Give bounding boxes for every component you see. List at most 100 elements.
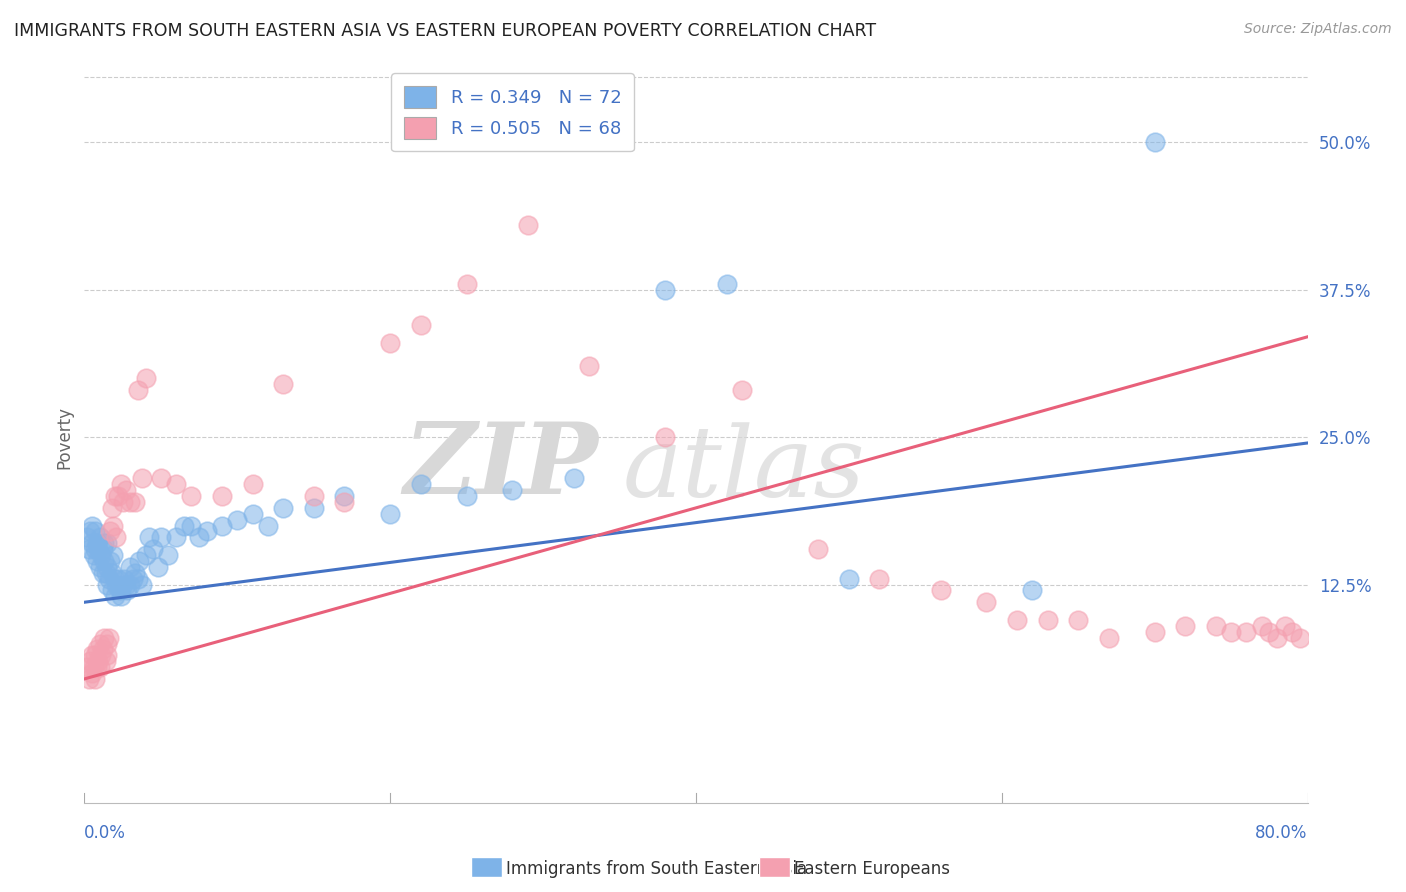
Text: Immigrants from South Eastern Asia: Immigrants from South Eastern Asia [506,860,807,878]
Point [101,583,124,598]
Point [105,530,128,544]
Point [114,483,136,498]
Point [124,495,146,509]
Point [76,530,98,544]
Point [1236,624,1258,639]
Point [226,513,249,527]
Point [180,518,202,533]
Point [94,654,117,668]
Point [1005,613,1028,627]
Point [976,595,998,609]
Point [86,554,108,568]
Point [107,572,129,586]
Point [124,566,146,580]
Point [131,471,153,485]
Point [87,654,110,668]
Point [79,524,101,539]
Text: Eastern Europeans: Eastern Europeans [794,860,950,878]
Text: atlas: atlas [623,422,865,517]
Point [807,542,830,557]
Point [89,559,111,574]
Point [165,477,187,491]
Point [142,542,165,557]
Point [103,548,125,562]
Text: 0.0%: 0.0% [84,824,127,842]
Legend: R = 0.349   N = 72, R = 0.505   N = 68: R = 0.349 N = 72, R = 0.505 N = 68 [391,73,634,152]
Point [271,500,294,515]
Point [91,542,114,557]
Point [84,542,107,557]
Point [456,489,478,503]
Point [562,471,585,485]
Point [1265,631,1288,645]
Point [1250,619,1272,633]
Point [716,277,738,291]
Point [211,489,233,503]
Point [103,518,125,533]
Point [91,566,114,580]
Point [302,500,325,515]
Point [93,631,115,645]
Text: IMMIGRANTS FROM SOUTH EASTERN ASIA VS EASTERN EUROPEAN POVERTY CORRELATION CHART: IMMIGRANTS FROM SOUTH EASTERN ASIA VS EA… [14,22,876,40]
Point [89,530,111,544]
Point [1205,619,1227,633]
Point [87,542,110,557]
Point [105,577,128,591]
Y-axis label: Poverty: Poverty [55,406,73,468]
Point [96,577,118,591]
Point [242,477,264,491]
Point [98,554,121,568]
Point [115,583,138,598]
Point [127,572,149,586]
Point [120,559,142,574]
Point [149,471,172,485]
Point [97,572,120,586]
Point [654,430,676,444]
Point [302,489,325,503]
Point [111,495,134,509]
Point [516,218,538,232]
Text: 80.0%: 80.0% [1256,824,1308,842]
Point [502,483,524,498]
Point [94,566,117,580]
Point [1021,583,1043,598]
Point [104,590,127,604]
Point [654,283,676,297]
Point [83,660,105,674]
Point [89,660,111,674]
Text: ZIP: ZIP [404,418,598,515]
Point [180,489,202,503]
Point [578,359,600,374]
Point [89,636,111,650]
Point [146,559,169,574]
Point [96,636,118,650]
Point [110,477,132,491]
Point [211,518,233,533]
Text: Source: ZipAtlas.com: Source: ZipAtlas.com [1244,22,1392,37]
Point [122,572,145,586]
Point [84,672,107,686]
Point [101,566,124,580]
Point [271,376,294,391]
Point [242,507,264,521]
Point [98,524,121,539]
Point [869,572,891,586]
Point [731,383,754,397]
Point [1036,613,1059,627]
Point [80,666,103,681]
Point [149,530,172,544]
Point [80,518,103,533]
Point [1220,624,1243,639]
Point [380,335,402,350]
Point [79,654,101,668]
Point [128,554,150,568]
Point [1258,624,1281,639]
Point [104,572,127,586]
Point [409,477,432,491]
Point [77,542,100,557]
Point [86,536,108,550]
Point [91,642,114,657]
Point [157,548,180,562]
Point [838,572,860,586]
Point [1143,624,1166,639]
